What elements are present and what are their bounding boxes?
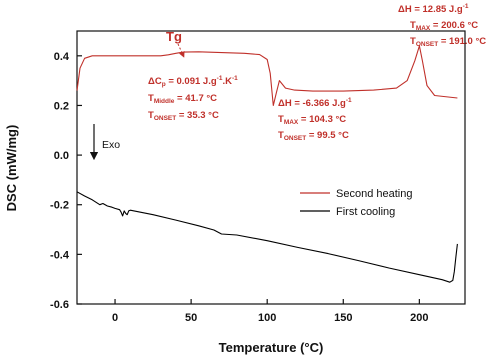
x-tick-label: 50 bbox=[185, 312, 197, 324]
legend-label-second-heating: Second heating bbox=[336, 188, 412, 200]
y-tick-label: -0.2 bbox=[50, 200, 69, 212]
y-tick-label: 0.4 bbox=[54, 51, 70, 63]
glass-tonset-text: TONSET = 35.3 °C bbox=[148, 110, 219, 122]
y-axis: -0.6 -0.4 -0.2 0.0 0.2 0.4 bbox=[50, 51, 82, 311]
series-line-first-cooling bbox=[76, 191, 458, 283]
x-tick-label: 0 bbox=[112, 312, 118, 324]
melt-tmax-text: TMAX = 200.6 °C bbox=[410, 20, 478, 32]
cryst-tmax-text: TMAX = 104.3 °C bbox=[278, 114, 346, 126]
glass-tmiddle-text: TMiddle = 41.7 °C bbox=[148, 93, 217, 105]
series-line-second-heating bbox=[76, 45, 458, 107]
x-tick-label: 100 bbox=[258, 312, 276, 324]
cryst-tonset-text: TONSET = 99.5 °C bbox=[278, 130, 349, 142]
tg-label: Tg bbox=[166, 29, 182, 44]
x-tick-label: 200 bbox=[410, 312, 428, 324]
x-axis-title: Temperature (°C) bbox=[219, 340, 324, 355]
y-tick-label: -0.6 bbox=[50, 299, 69, 311]
y-axis-title: DSC (mW/mg) bbox=[4, 125, 19, 212]
y-tick-label: -0.4 bbox=[50, 249, 70, 261]
cryst-dh-text: ΔH = -6.366 J.g-1 bbox=[278, 97, 352, 109]
y-tick-label: 0.2 bbox=[54, 100, 69, 112]
melt-tonset-text: TONSET = 191.0 °C bbox=[410, 36, 486, 48]
x-tick-label: 150 bbox=[334, 312, 352, 324]
plot-frame bbox=[76, 30, 466, 305]
glass-cp-text: ΔCp = 0.091 J.g-1.K-1 bbox=[148, 75, 238, 88]
x-axis: 0 50 100 150 200 bbox=[112, 299, 429, 324]
legend: Second heating First cooling bbox=[300, 188, 412, 218]
exo-label: Exo bbox=[102, 139, 120, 151]
melt-dh-text: ΔH = 12.85 J.g-1 bbox=[398, 3, 469, 15]
y-tick-label: 0.0 bbox=[54, 150, 69, 162]
series-layer bbox=[76, 45, 458, 283]
legend-label-first-cooling: First cooling bbox=[336, 206, 395, 218]
